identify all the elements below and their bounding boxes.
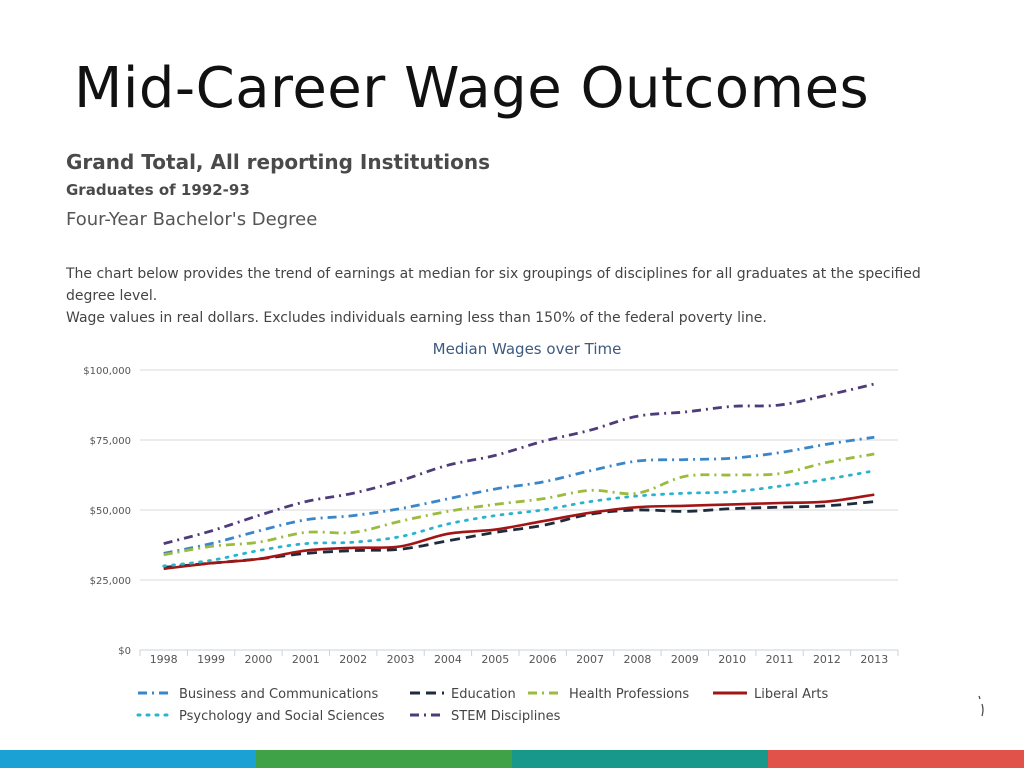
legend-label-education: Education xyxy=(451,687,516,702)
x-tick-label: 2002 xyxy=(339,653,367,666)
x-tick-label: 2004 xyxy=(434,653,462,666)
series-line-health-professions xyxy=(163,452,875,557)
x-tick-label: 2005 xyxy=(481,653,509,666)
report-title: Grand Total, All reporting Institutions xyxy=(66,150,491,174)
footer-color-bar xyxy=(0,750,1024,768)
footer-segment-red xyxy=(768,750,1024,768)
y-tick-label: $50,000 xyxy=(90,506,131,517)
x-tick-label: 2008 xyxy=(623,653,651,666)
legend-label-business-and-communications: Business and Communications xyxy=(179,687,379,702)
edge-mark xyxy=(978,695,984,717)
chart-description: The chart below provides the trend of ea… xyxy=(66,263,966,329)
chart-title: Median Wages over Time xyxy=(433,340,622,358)
y-tick-label: $25,000 xyxy=(90,576,131,587)
y-tick-label: $75,000 xyxy=(90,436,131,447)
series-line-psychology-and-social-sciences xyxy=(162,469,876,568)
footer-segment-teal xyxy=(512,750,768,768)
legend-label-psychology-and-social-sciences: Psychology and Social Sciences xyxy=(179,709,385,724)
x-tick-label: 2013 xyxy=(860,653,888,666)
slide-title: Mid-Career Wage Outcomes xyxy=(74,56,870,121)
footer-segment-blue xyxy=(0,750,256,768)
series-line-business-and-communications xyxy=(163,435,875,555)
x-tick-label: 2010 xyxy=(718,653,746,666)
description-line-1: The chart below provides the trend of ea… xyxy=(66,266,921,282)
x-tick-label: 2003 xyxy=(387,653,415,666)
series-line-education xyxy=(163,500,875,569)
x-tick-label: 2001 xyxy=(292,653,320,666)
x-tick-label: 1998 xyxy=(150,653,178,666)
y-tick-label: $100,000 xyxy=(83,366,131,377)
degree-label: Four-Year Bachelor's Degree xyxy=(66,209,318,230)
footer-segment-green xyxy=(256,750,512,768)
series-line-stem-disciplines xyxy=(163,382,875,545)
series-line-liberal-arts xyxy=(163,493,875,571)
description-line-2: degree level. xyxy=(66,288,158,304)
x-tick-label: 2009 xyxy=(671,653,699,666)
x-tick-label: 2012 xyxy=(813,653,841,666)
description-line-3: Wage values in real dollars. Excludes in… xyxy=(66,310,767,326)
cohort-label: Graduates of 1992-93 xyxy=(66,181,250,199)
legend-label-stem-disciplines: STEM Disciplines xyxy=(451,709,561,724)
x-tick-label: 2011 xyxy=(766,653,794,666)
x-tick-label: 1999 xyxy=(197,653,225,666)
x-tick-label: 2007 xyxy=(576,653,604,666)
legend-label-liberal-arts: Liberal Arts xyxy=(754,687,828,702)
x-tick-label: 2000 xyxy=(244,653,272,666)
legend-label-health-professions: Health Professions xyxy=(569,687,689,702)
y-tick-label: $0 xyxy=(118,646,131,657)
x-tick-label: 2006 xyxy=(529,653,557,666)
